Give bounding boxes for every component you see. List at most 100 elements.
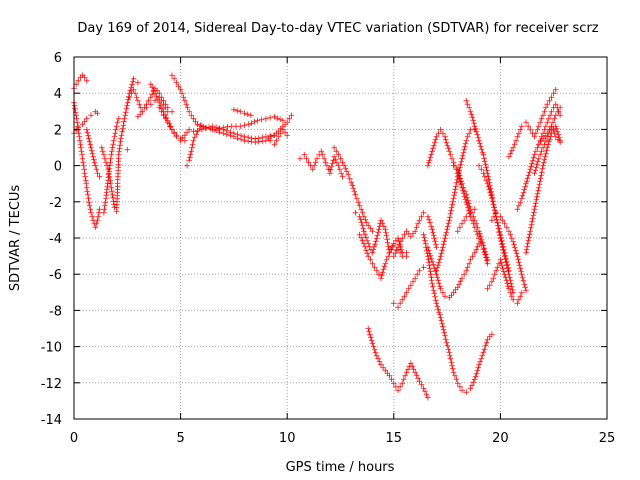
data-point: + (450, 194, 458, 204)
data-point-fill: + (469, 252, 477, 262)
data-point: + (458, 274, 466, 284)
data-point: + (424, 243, 432, 253)
data-point-fill: + (473, 128, 481, 138)
data-point: + (518, 288, 526, 298)
data-point-fill: + (370, 342, 378, 352)
data-point-fill: + (478, 235, 486, 245)
data-point-fill: + (486, 333, 494, 343)
data-point-fill: + (468, 209, 476, 219)
data-point-fill: + (541, 132, 549, 142)
data-point: + (209, 125, 217, 135)
data-point-fill: + (453, 176, 461, 186)
data-point: + (390, 239, 398, 249)
data-point-fill: + (187, 150, 195, 160)
data-point-fill: + (532, 199, 540, 209)
data-point-fill: + (466, 209, 474, 219)
data-point: + (505, 285, 513, 295)
data-point-fill: + (465, 199, 473, 209)
data-point: + (237, 122, 245, 132)
data-point-fill: + (158, 107, 166, 117)
data-point-fill: + (435, 308, 443, 318)
data-point-fill: + (110, 200, 118, 210)
data-point-fill: + (502, 273, 510, 283)
data-point: + (424, 212, 432, 222)
data-point-fill: + (436, 255, 444, 265)
data-point-fill: + (388, 375, 396, 385)
data-point: + (471, 122, 479, 132)
data-point: + (369, 339, 377, 349)
data-point-fill: + (150, 87, 158, 97)
data-point-fill: + (329, 159, 337, 169)
data-point-fill: + (115, 154, 123, 164)
data-point-fill: + (487, 187, 495, 197)
data-point: + (535, 140, 543, 150)
data-point-fill: + (476, 139, 484, 149)
data-point-fill: + (363, 249, 371, 259)
data-point-fill: + (551, 115, 559, 125)
data-point-fill: + (153, 86, 161, 96)
data-point-fill: + (71, 101, 79, 111)
data-point-fill: + (358, 218, 366, 228)
data-point: + (198, 125, 206, 135)
data-point-fill: + (491, 270, 499, 280)
data-point: + (505, 270, 513, 280)
data-point-fill: + (469, 116, 477, 126)
data-point: + (484, 256, 492, 266)
data-point-fill: + (547, 132, 555, 142)
data-point: + (330, 144, 338, 154)
data-point-fill: + (503, 279, 511, 289)
data-point-fill: + (384, 238, 392, 248)
data-point-fill: + (114, 176, 122, 186)
data-point-fill: + (73, 118, 81, 128)
data-point-fill: + (541, 153, 549, 163)
data-point: + (173, 131, 181, 141)
data-point-fill: + (136, 100, 144, 110)
data-point: + (364, 239, 372, 249)
data-point-fill: + (131, 89, 139, 99)
data-point-fill: + (449, 200, 457, 210)
data-point: + (339, 172, 347, 182)
data-point: + (518, 270, 526, 280)
data-point-fill: + (125, 92, 133, 102)
data-point-fill: + (413, 371, 421, 381)
data-point: + (106, 176, 114, 186)
data-point: + (79, 120, 87, 130)
data-point-fill: + (456, 163, 464, 173)
data-point: + (194, 120, 202, 130)
data-point: + (484, 180, 492, 190)
data-point-fill: + (545, 115, 553, 125)
data-point: + (420, 384, 428, 394)
data-point-fill: + (194, 126, 202, 136)
data-point: + (471, 223, 479, 233)
data-point: + (92, 107, 100, 117)
data-point-fill: + (108, 151, 116, 161)
data-point-fill: + (528, 217, 536, 227)
data-point: + (445, 294, 453, 304)
data-point-fill: + (495, 225, 503, 235)
data-point-fill: + (106, 164, 114, 174)
data-point-fill: + (112, 125, 120, 135)
data-point-fill: + (118, 131, 126, 141)
data-point-fill: + (450, 191, 458, 201)
data-point-fill: + (474, 242, 482, 252)
data-point-fill: + (470, 220, 478, 230)
data-point: + (356, 230, 364, 240)
data-point-fill: + (170, 129, 178, 139)
data-point: + (81, 169, 89, 179)
data-point: + (467, 125, 475, 135)
data-point: + (187, 147, 195, 157)
data-point: + (87, 111, 95, 121)
data-point-fill: + (319, 151, 327, 161)
data-point-fill: + (536, 177, 544, 187)
data-point-fill: + (435, 258, 443, 268)
data-point-fill: + (107, 180, 115, 190)
data-point-fill: + (397, 237, 405, 247)
data-point-fill: + (443, 138, 451, 148)
data-point-fill: + (445, 219, 453, 229)
data-point: + (96, 172, 104, 182)
data-point-fill: + (431, 234, 439, 244)
data-point-fill: + (520, 277, 528, 287)
data-point-fill: + (425, 255, 433, 265)
data-point-fill: + (455, 172, 463, 182)
data-point-fill: + (490, 200, 498, 210)
